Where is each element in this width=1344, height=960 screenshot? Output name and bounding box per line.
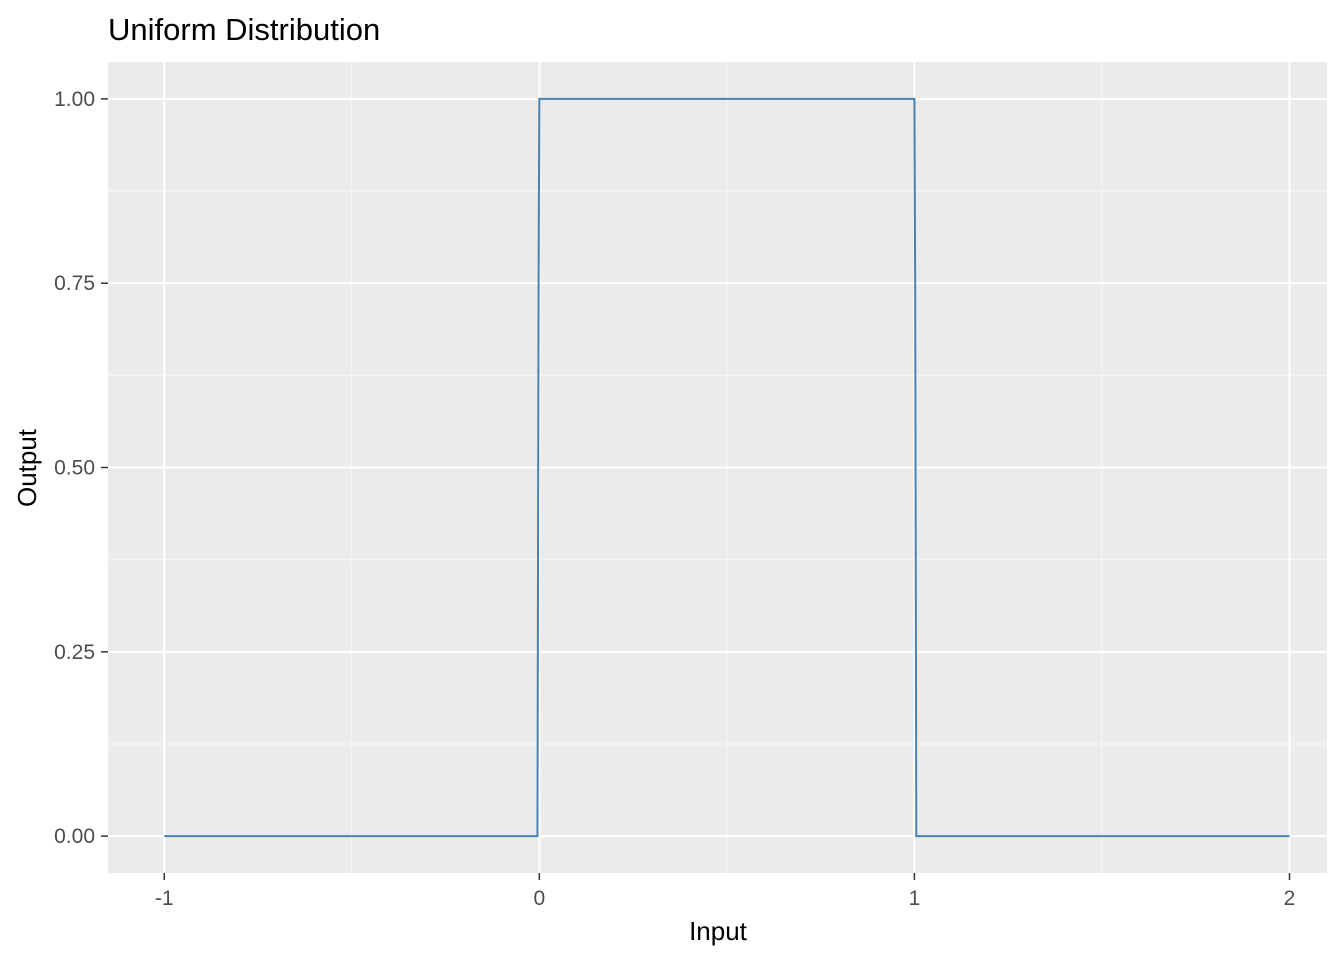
y-axis-title: Output: [12, 428, 42, 507]
x-axis: -1 0 1 2: [155, 873, 1295, 910]
y-tick-label: 1.00: [54, 88, 95, 111]
y-tick-label: 0.25: [54, 641, 95, 664]
series-line-0: [164, 97, 1290, 838]
x-tick-label: -1: [155, 887, 174, 910]
x-tick-label: 1: [909, 887, 921, 910]
y-tick-label: 0.00: [54, 825, 95, 848]
x-axis-title: Input: [689, 916, 748, 946]
y-axis: 0.00 0.25 0.50 0.75 1.00: [54, 88, 108, 848]
y-tick-label: 0.50: [54, 457, 95, 480]
data-series: [164, 97, 1290, 838]
chart-title: Uniform Distribution: [108, 12, 380, 47]
x-tick-label: 0: [533, 887, 545, 910]
y-tick-label: 0.75: [54, 272, 95, 295]
x-tick-label: 2: [1284, 887, 1296, 910]
